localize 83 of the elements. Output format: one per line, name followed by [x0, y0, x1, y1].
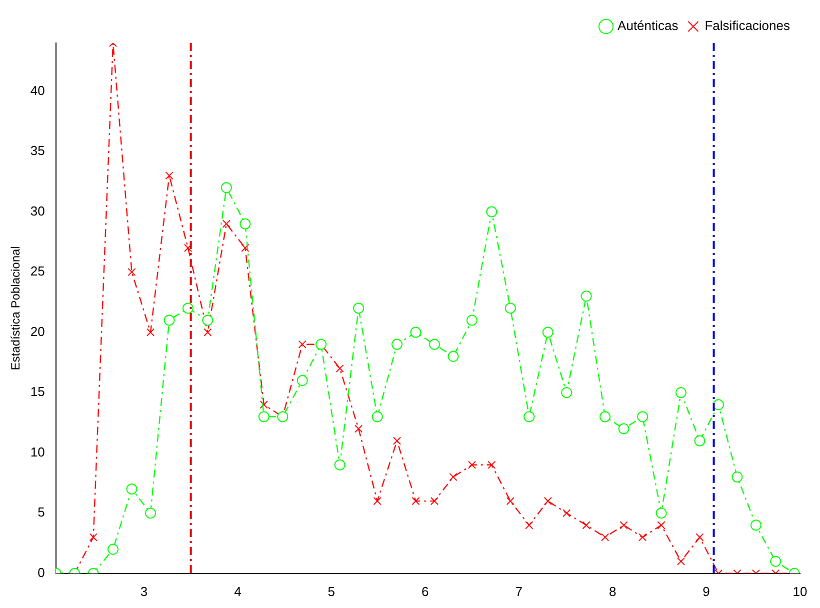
- point: [258, 411, 270, 422]
- point: [220, 182, 232, 194]
- point: [412, 497, 420, 506]
- point: [657, 521, 666, 530]
- point: [750, 520, 762, 531]
- point: [656, 508, 667, 519]
- point: [430, 497, 439, 506]
- point: [448, 350, 459, 362]
- point: [638, 533, 647, 542]
- point: [582, 521, 590, 530]
- legend-label: Falsificaciones: [704, 18, 790, 34]
- point: [675, 387, 686, 398]
- point: [410, 326, 422, 338]
- point: [334, 459, 346, 470]
- point: [544, 497, 552, 506]
- point: [637, 411, 648, 422]
- point: [525, 521, 534, 530]
- point: [182, 302, 194, 314]
- point: [164, 314, 175, 326]
- point: [600, 411, 611, 422]
- y-tick-label: 15: [30, 384, 45, 400]
- point: [542, 326, 554, 338]
- point: [372, 411, 383, 422]
- point: [165, 172, 174, 180]
- point: [618, 423, 630, 434]
- point: [488, 460, 496, 469]
- point: [373, 497, 382, 506]
- y-tick-label: 10: [30, 444, 45, 460]
- point: [694, 435, 706, 446]
- point: [354, 424, 363, 433]
- point: [128, 268, 136, 276]
- point: [580, 290, 592, 302]
- x-tick-label: 6: [422, 584, 429, 599]
- y-tick-label: 25: [30, 264, 45, 279]
- point: [392, 338, 402, 350]
- point: [336, 364, 344, 373]
- point: [392, 436, 402, 445]
- y-tick-label: 30: [30, 203, 45, 218]
- point: [562, 509, 571, 518]
- point: [601, 533, 610, 542]
- point: [126, 484, 138, 495]
- x-tick-label: 5: [328, 584, 336, 599]
- point: [241, 244, 250, 252]
- legend-label: Auténticas: [618, 18, 679, 34]
- x-tick-label: 10: [792, 584, 808, 599]
- point: [712, 399, 724, 410]
- point: [204, 328, 212, 336]
- point: [468, 460, 476, 469]
- point: [202, 314, 214, 326]
- point: [146, 328, 155, 336]
- point: [676, 557, 686, 566]
- x-tick-label: 4: [234, 584, 242, 599]
- y-tick-label: 0: [38, 564, 45, 580]
- point: [240, 218, 251, 230]
- point: [524, 411, 535, 422]
- x-tick-label: 9: [702, 584, 710, 599]
- point: [770, 556, 782, 567]
- x-tick-label: 8: [608, 584, 616, 599]
- point: [696, 533, 704, 542]
- point: [145, 508, 156, 519]
- y-tick-label: 40: [30, 82, 45, 98]
- point: [260, 400, 268, 409]
- point: [449, 472, 458, 481]
- point: [222, 220, 230, 228]
- point: [732, 471, 743, 482]
- x-tick-label: 3: [140, 584, 148, 599]
- point: [506, 497, 514, 506]
- point: [620, 521, 628, 530]
- point: [89, 533, 98, 542]
- point: [561, 387, 572, 398]
- point: [428, 338, 440, 350]
- point: [466, 314, 478, 326]
- y-axis-title: Estadística Poblacional: [8, 246, 23, 370]
- point: [504, 302, 516, 314]
- y-tick-label: 5: [38, 504, 45, 520]
- y-tick-label: 20: [30, 324, 45, 339]
- point: [353, 302, 364, 314]
- y-tick-label: 35: [30, 143, 45, 158]
- x-tick-label: 7: [515, 584, 522, 599]
- point: [108, 544, 119, 555]
- point: [486, 206, 498, 218]
- point: [298, 340, 306, 348]
- point: [296, 375, 308, 386]
